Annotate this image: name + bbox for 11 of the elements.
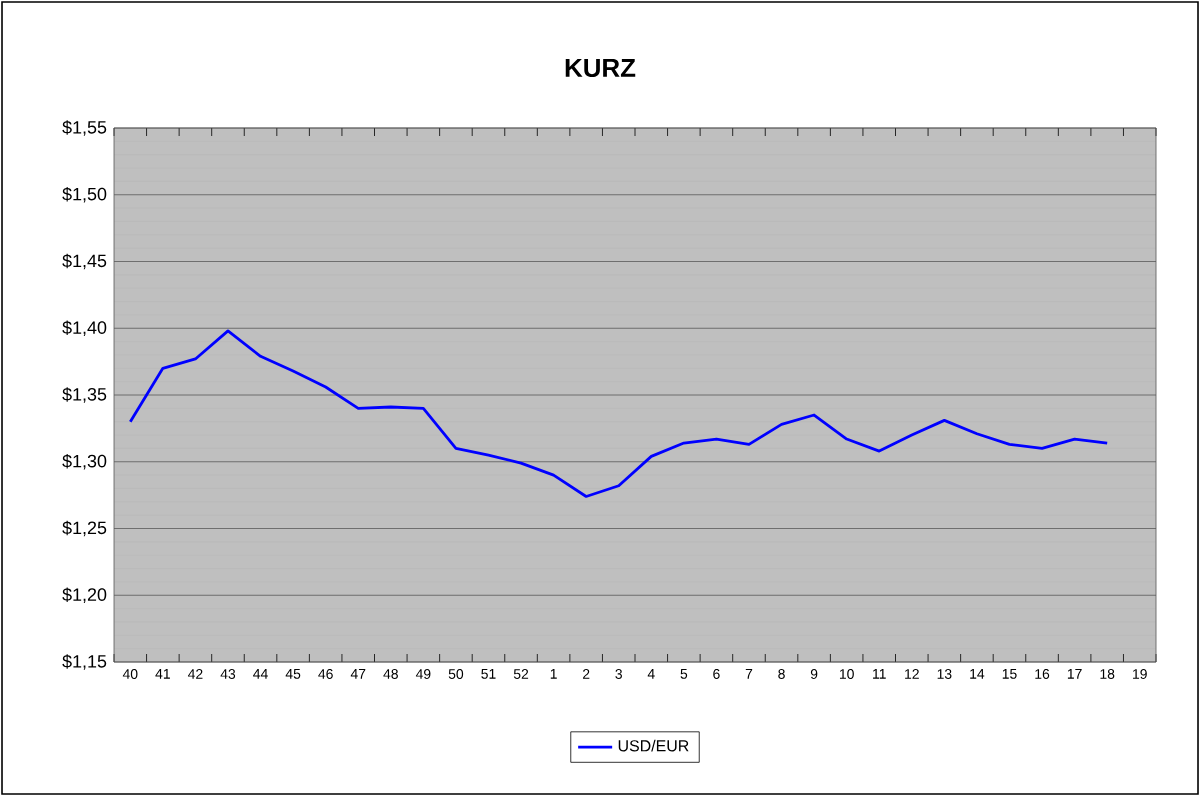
y-tick-label: $1,55 <box>62 120 107 136</box>
y-tick-label: $1,50 <box>62 186 107 203</box>
y-tick-label: $1,30 <box>62 453 107 470</box>
y-tick-label: $1,40 <box>62 320 107 337</box>
y-tick-label: $1,15 <box>62 654 107 670</box>
y-tick-label: $1,45 <box>62 253 107 270</box>
line-series <box>128 329 1109 498</box>
y-tick-label: $1,25 <box>62 520 107 537</box>
chart-title: KURZ <box>565 58 636 78</box>
y-tick-label: $1,20 <box>62 587 107 604</box>
y-tick-label: $1,35 <box>62 387 107 403</box>
